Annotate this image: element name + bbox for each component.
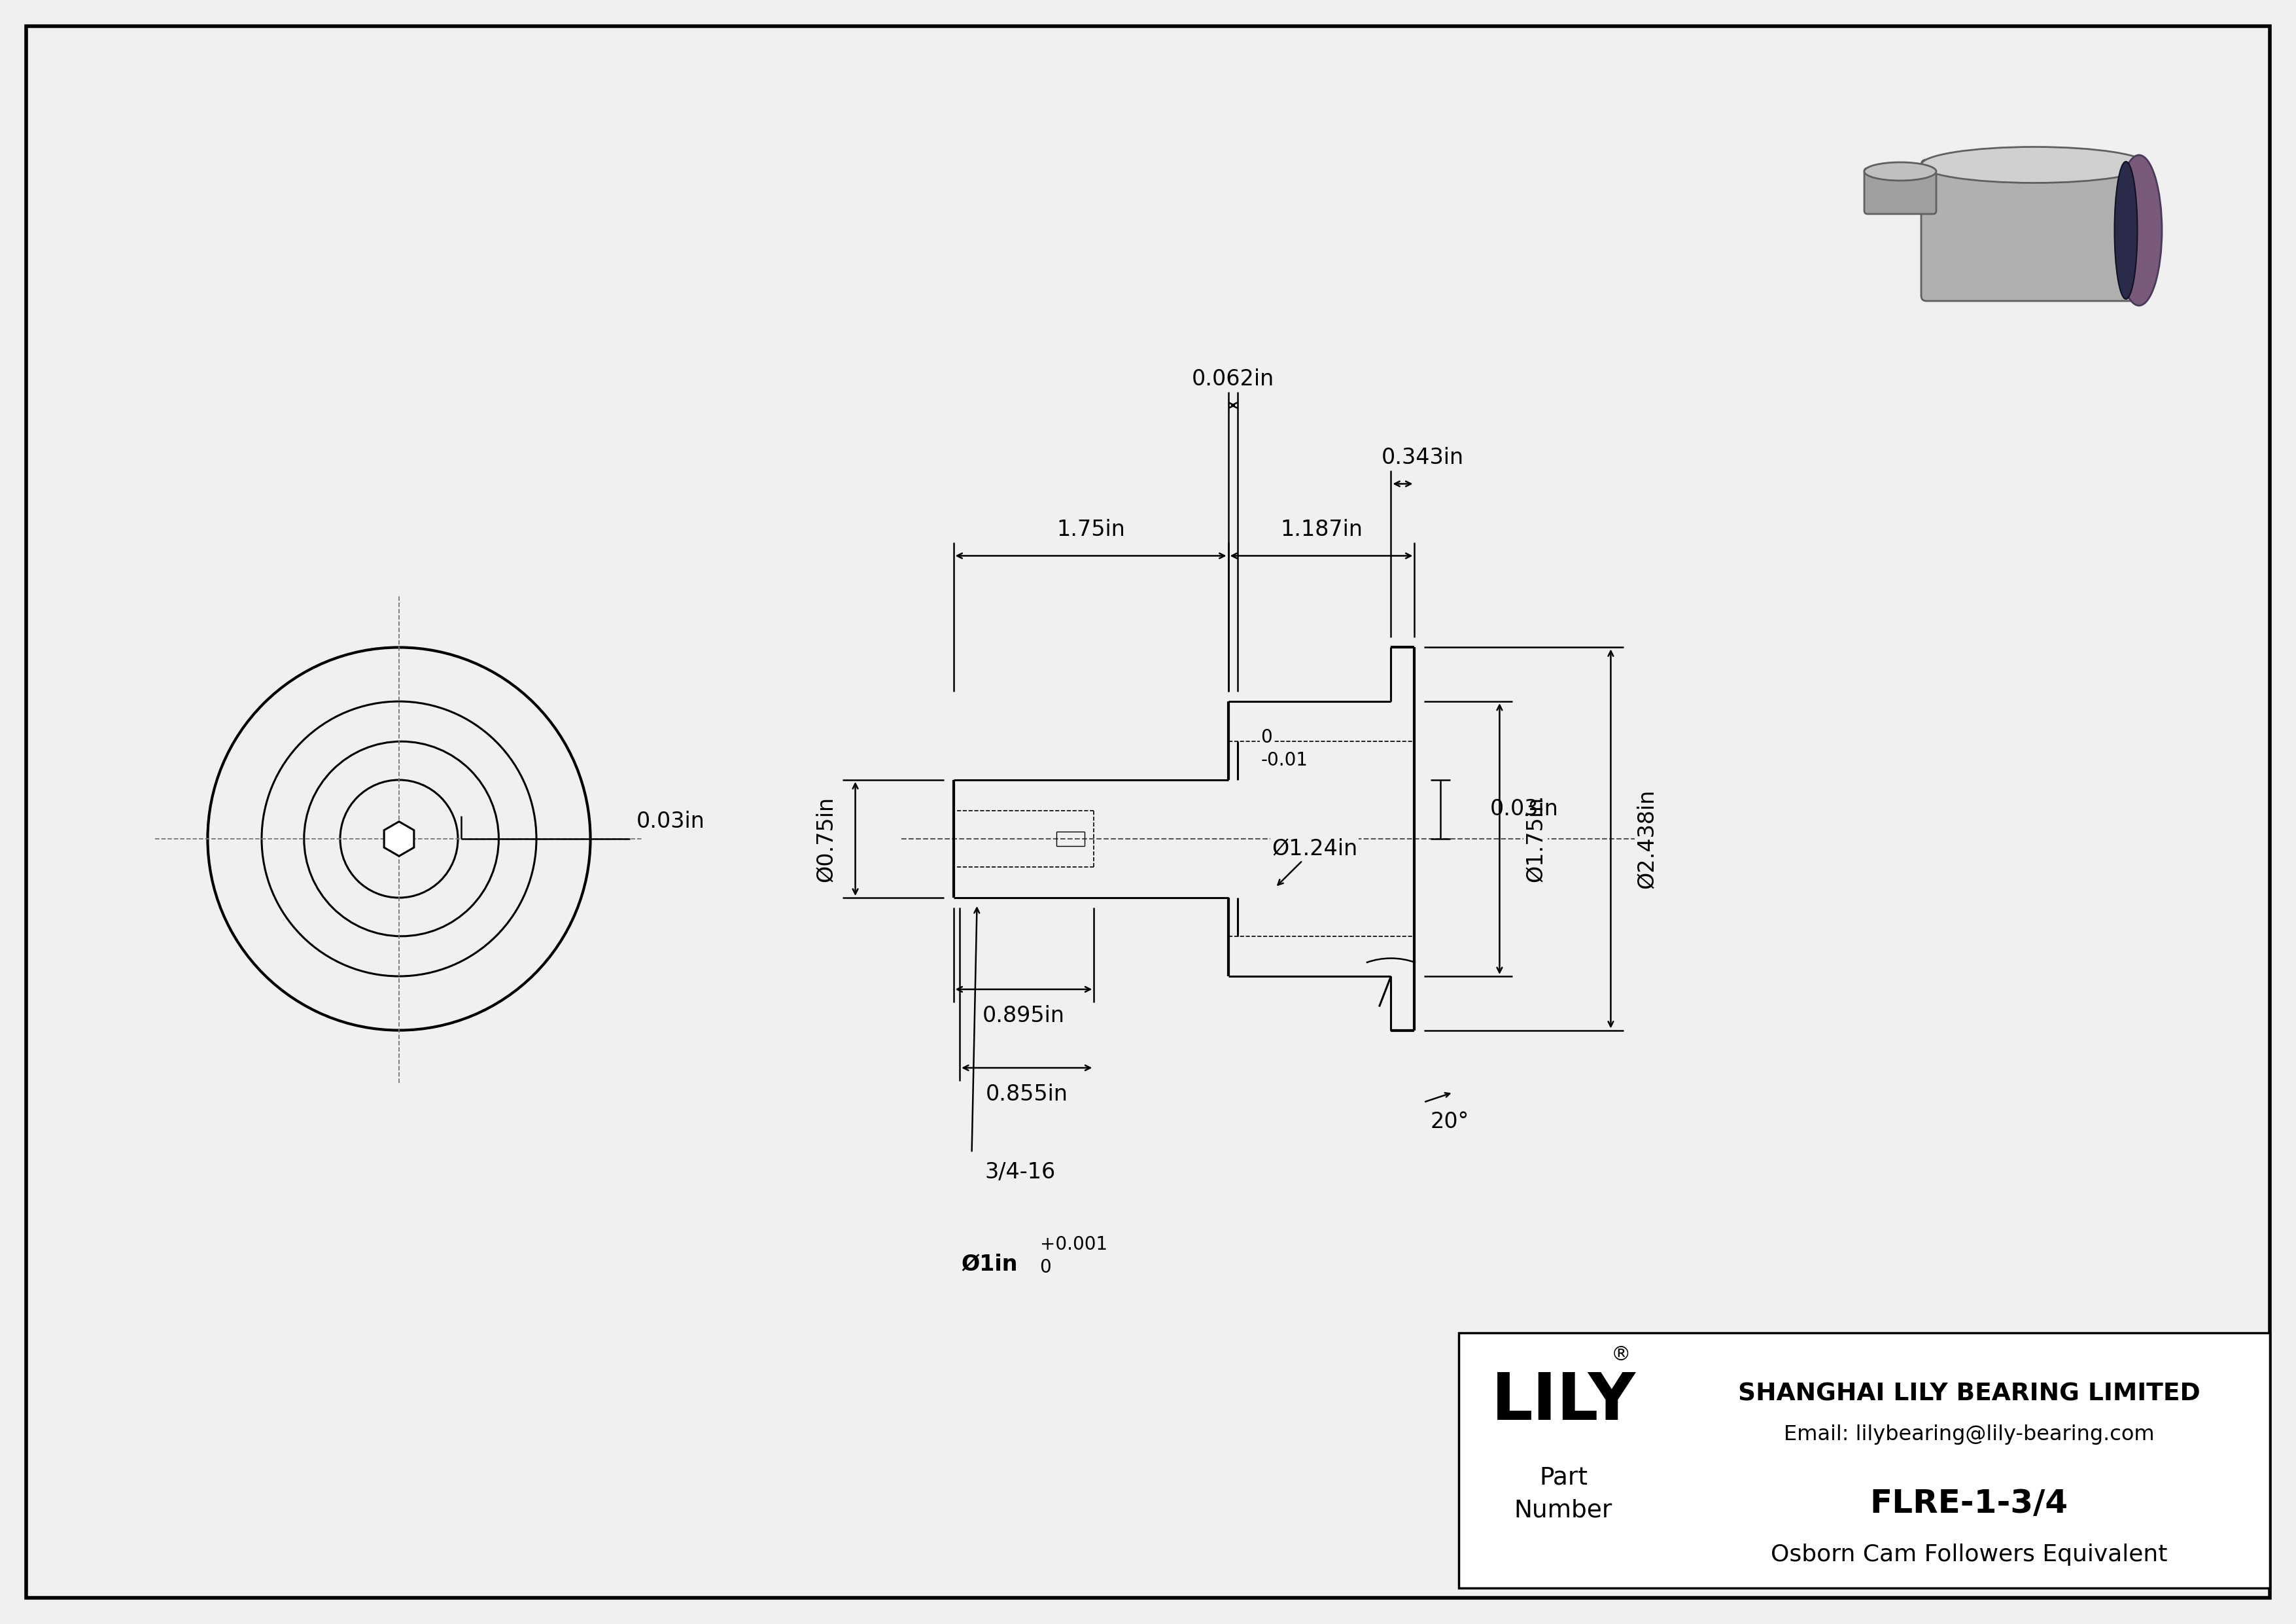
Text: Email: lilybearing@lily-bearing.com: Email: lilybearing@lily-bearing.com bbox=[1784, 1424, 2154, 1445]
Text: ®: ® bbox=[1612, 1345, 1630, 1364]
Text: Ø1in: Ø1in bbox=[962, 1254, 1017, 1275]
FancyBboxPatch shape bbox=[1922, 159, 2147, 300]
Text: 1.187in: 1.187in bbox=[1281, 518, 1362, 541]
Text: Ø1.24in: Ø1.24in bbox=[1272, 838, 1357, 885]
Text: SHANGHAI LILY BEARING LIMITED: SHANGHAI LILY BEARING LIMITED bbox=[1738, 1382, 2200, 1406]
Text: 0: 0 bbox=[1261, 728, 1272, 747]
Text: 0.855in: 0.855in bbox=[985, 1083, 1068, 1104]
Text: 0.03in: 0.03in bbox=[636, 810, 705, 831]
Ellipse shape bbox=[1922, 146, 2147, 184]
Text: Ø0.75in: Ø0.75in bbox=[815, 796, 836, 882]
FancyBboxPatch shape bbox=[1864, 169, 1936, 214]
Text: Ø2.438in: Ø2.438in bbox=[1637, 789, 1658, 888]
Text: 0.895in: 0.895in bbox=[983, 1005, 1065, 1026]
Text: Part
Number: Part Number bbox=[1513, 1466, 1612, 1522]
Text: FLRE-1-3/4: FLRE-1-3/4 bbox=[1869, 1488, 2069, 1520]
Ellipse shape bbox=[1864, 162, 1936, 180]
Text: 0.062in: 0.062in bbox=[1192, 369, 1274, 390]
Text: Ø1.75in: Ø1.75in bbox=[1525, 796, 1545, 882]
Text: 20°: 20° bbox=[1430, 1111, 1469, 1132]
Text: LILY: LILY bbox=[1490, 1371, 1635, 1434]
Bar bbox=[1458, 1333, 2271, 1588]
Text: Osborn Cam Followers Equivalent: Osborn Cam Followers Equivalent bbox=[1770, 1544, 2167, 1566]
Text: 3/4-16: 3/4-16 bbox=[985, 1161, 1056, 1184]
Ellipse shape bbox=[2117, 154, 2163, 305]
Text: -0.01: -0.01 bbox=[1261, 752, 1309, 770]
Text: 0.343in: 0.343in bbox=[1382, 447, 1463, 468]
Text: 0.03in: 0.03in bbox=[1490, 799, 1559, 820]
Text: +0.001: +0.001 bbox=[1040, 1236, 1107, 1254]
Ellipse shape bbox=[2115, 162, 2138, 299]
Polygon shape bbox=[383, 822, 413, 856]
Text: 0: 0 bbox=[1040, 1259, 1052, 1276]
Text: 1.75in: 1.75in bbox=[1056, 518, 1125, 541]
